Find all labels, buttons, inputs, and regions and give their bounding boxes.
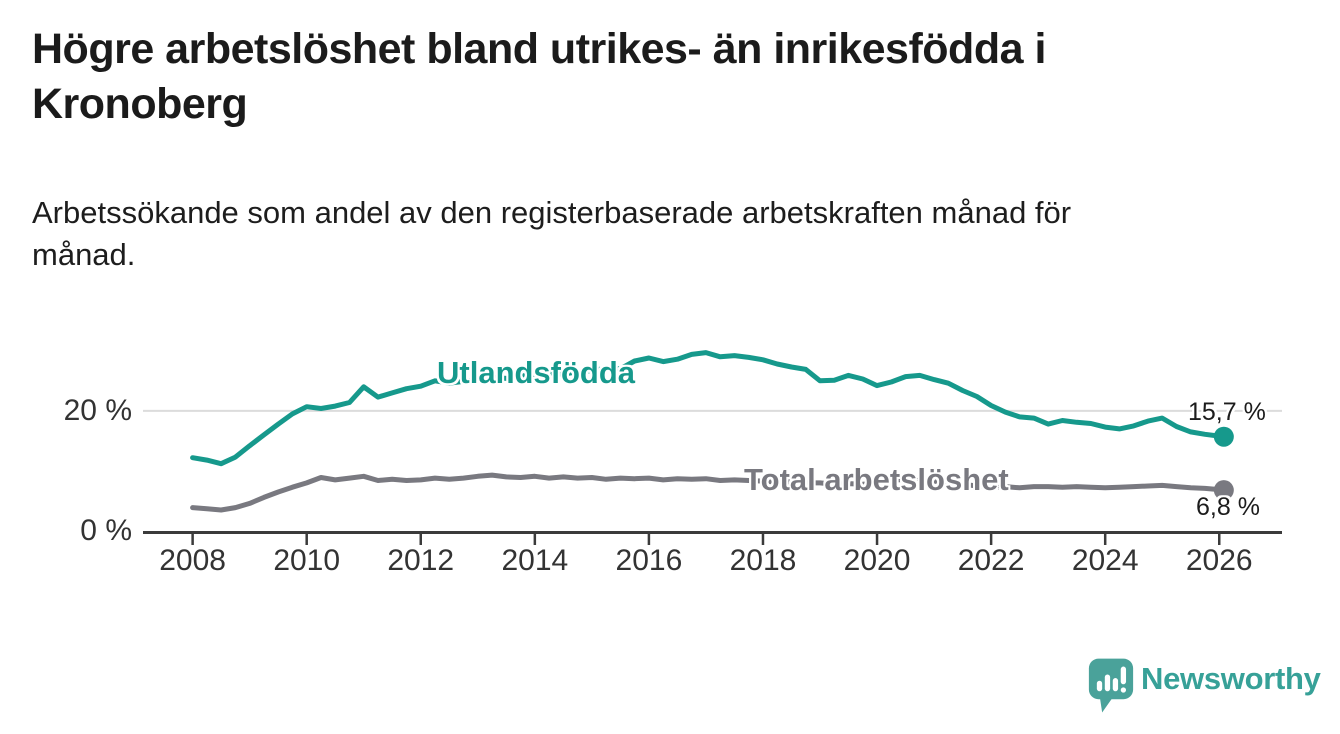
series-label-total-arbetsloshet: Total arbetslöshet [744, 462, 1009, 497]
series-line-total-arbetsloshet [190, 472, 1227, 513]
y-tick-label-0: 0 % [80, 514, 132, 547]
x-tick-label-2016: 2016 [615, 544, 683, 577]
chart-title: Högre arbetslöshet bland utrikes- än inr… [32, 25, 1046, 129]
x-tick-label-2012: 2012 [387, 544, 455, 577]
x-tick-label-2008: 2008 [159, 544, 226, 577]
x-tick-label-2010: 2010 [273, 544, 341, 577]
chart-subtitle: Arbetssökande som andel av den registerb… [32, 195, 1072, 272]
end-value-label-total-arbetsloshet: 6,8 % [1196, 493, 1260, 521]
x-tick-label-2024: 2024 [1071, 544, 1139, 577]
y-tick-label-20: 20 % [63, 393, 132, 427]
series-label-utlandsfodda: Utlandsfödda [437, 355, 636, 390]
x-tick-label-2022: 2022 [957, 544, 1025, 577]
series-line-utlandsfodda [190, 350, 1227, 467]
x-tick-label-2020: 2020 [843, 544, 911, 577]
x-tick-label-2026: 2026 [1185, 544, 1253, 577]
end-value-label-utlandsfodda: 15,7 % [1188, 398, 1266, 426]
series-end-dot-utlandsfodda [1213, 426, 1234, 447]
x-tick-label-2014: 2014 [501, 544, 569, 577]
newsworthy-logo-text: Newsworthy [1141, 661, 1321, 696]
newsworthy-logo: Newsworthy [1088, 655, 1321, 717]
newsworthy-logo-icon [1088, 658, 1134, 713]
x-tick-label-2018: 2018 [729, 544, 797, 577]
series-end-dot-total-arbetsloshet [1213, 480, 1234, 501]
